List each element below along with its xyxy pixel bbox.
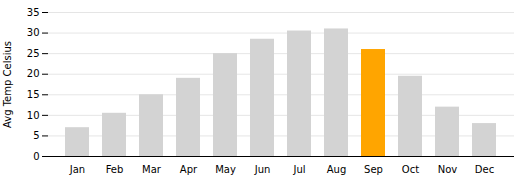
svg-text:15: 15: [27, 89, 40, 100]
svg-text:Avg Temp Celsius: Avg Temp Celsius: [2, 41, 13, 128]
svg-text:0: 0: [33, 151, 39, 162]
svg-text:35: 35: [27, 7, 40, 18]
svg-text:20: 20: [27, 68, 40, 79]
svg-text:10: 10: [27, 110, 40, 121]
svg-text:Jul: Jul: [292, 164, 305, 175]
svg-text:Dec: Dec: [475, 164, 494, 175]
svg-text:May: May: [215, 164, 236, 175]
svg-text:Nov: Nov: [438, 164, 458, 175]
svg-text:5: 5: [33, 130, 39, 141]
svg-text:25: 25: [27, 48, 40, 59]
svg-text:Jan: Jan: [69, 164, 85, 175]
svg-text:Sep: Sep: [364, 164, 383, 175]
svg-text:30: 30: [27, 27, 40, 38]
svg-text:Apr: Apr: [180, 164, 198, 175]
svg-text:Feb: Feb: [106, 164, 124, 175]
svg-text:Jun: Jun: [254, 164, 271, 175]
svg-text:Aug: Aug: [327, 164, 347, 175]
svg-text:Mar: Mar: [142, 164, 162, 175]
svg-text:Oct: Oct: [402, 164, 419, 175]
